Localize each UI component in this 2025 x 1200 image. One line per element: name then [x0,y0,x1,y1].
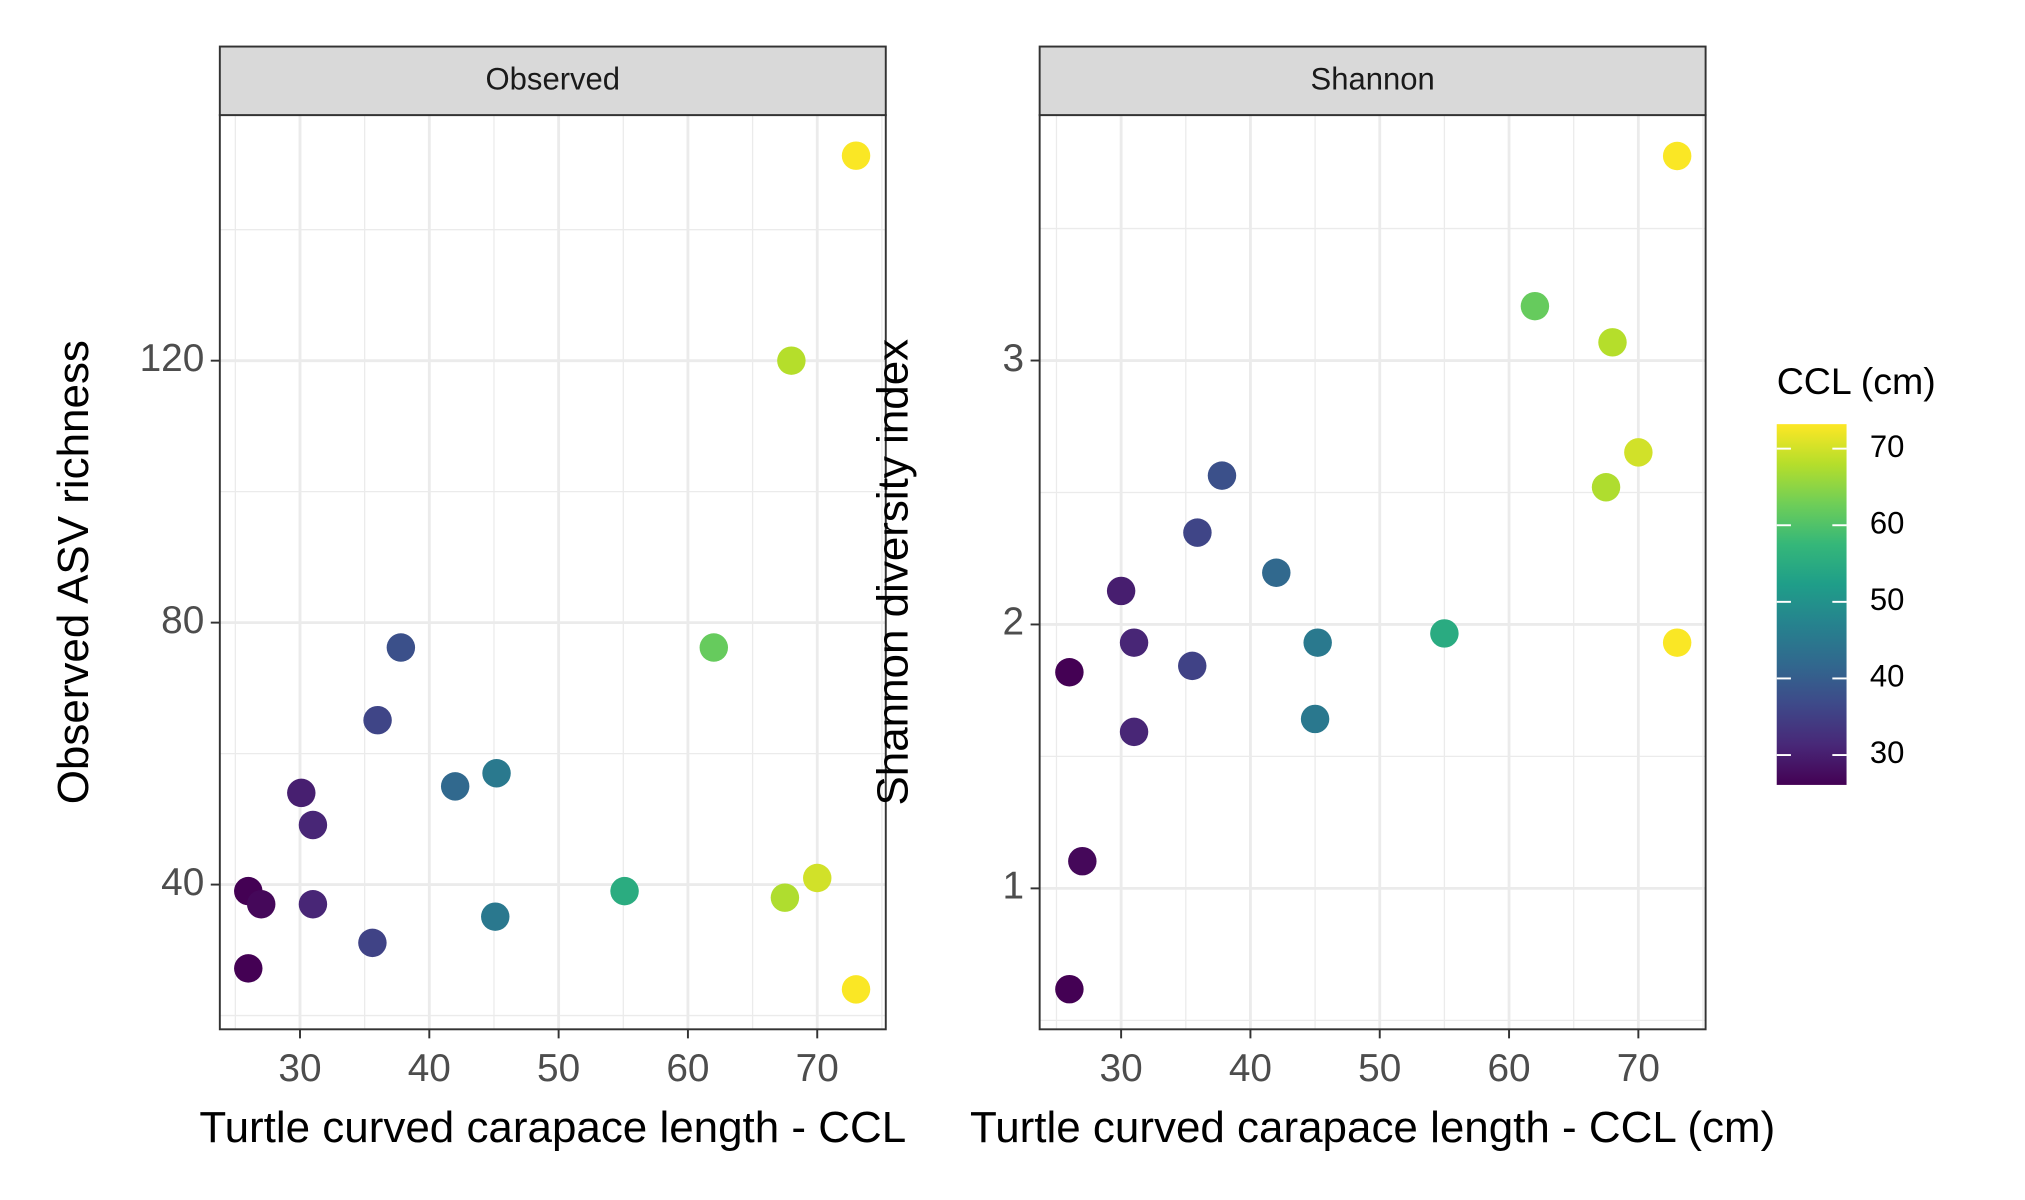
point [246,890,276,919]
x-tick-label: 30 [278,1047,321,1090]
y-tick-label: 1 [1003,865,1025,908]
point [803,863,832,893]
y-tick-label: 3 [1003,337,1025,380]
point [1662,628,1692,657]
panel-background [219,115,886,1030]
point [386,633,416,662]
point [699,633,729,662]
point [1055,658,1084,687]
x-tick-label: 50 [537,1047,580,1090]
y-axis-title: Observed ASV richness [49,340,98,804]
point [1119,717,1149,747]
x-tick-label: 50 [1358,1047,1401,1090]
point [287,778,316,808]
point [1119,628,1149,657]
x-tick-label: 60 [666,1047,709,1090]
x-axis-title: Turtle curved carapace length - CCL [199,1103,906,1152]
strip-label: Observed [486,62,620,97]
point [841,141,871,170]
x-tick-label: 40 [1229,1047,1272,1090]
point [1068,846,1097,876]
point [440,772,470,801]
point [770,883,800,912]
point [1207,461,1237,490]
y-tick-label: 40 [161,861,204,904]
x-tick-label: 40 [408,1047,451,1090]
point [1055,974,1084,1004]
y-tick-label: 120 [140,337,205,380]
point [1183,518,1212,547]
point [1662,141,1692,171]
x-tick-label: 60 [1487,1047,1530,1090]
point [482,759,511,788]
x-tick-label: 30 [1100,1047,1143,1090]
point [358,928,387,958]
point [481,902,510,931]
colorbar-tick-label: 30 [1870,735,1905,770]
point [841,975,871,1004]
colorbar-tick-label: 70 [1870,429,1905,464]
point [1591,472,1621,502]
point [363,705,392,735]
colorbar-tick-label: 50 [1870,582,1905,617]
point [610,876,639,906]
strip [1038,45,1707,117]
point [298,810,328,840]
point [1178,651,1207,681]
x-axis-title: Turtle curved carapace length - CCL (cm) [970,1103,1775,1152]
colorbar-title: CCL (cm) [1777,360,1936,402]
strip-label: Shannon [1311,62,1435,97]
point [777,346,806,375]
colorbar-tick-label: 60 [1870,505,1905,540]
point [1303,628,1332,657]
colorbar [1776,424,1847,785]
panel-background [1039,115,1706,1030]
point [1262,558,1291,587]
y-tick-label: 2 [1003,601,1025,644]
strip [218,45,887,117]
point [1430,619,1459,648]
point [298,890,328,919]
point [1106,576,1136,606]
x-tick-label: 70 [1617,1047,1660,1090]
y-axis-title: Shannon diversity index [869,339,918,806]
point [1300,704,1330,734]
point [1624,438,1653,467]
point [1598,328,1627,357]
point [234,954,263,983]
y-tick-label: 80 [161,599,204,642]
colorbar-tick-label: 40 [1870,659,1905,694]
point [1520,291,1550,321]
x-tick-label: 70 [796,1047,839,1090]
